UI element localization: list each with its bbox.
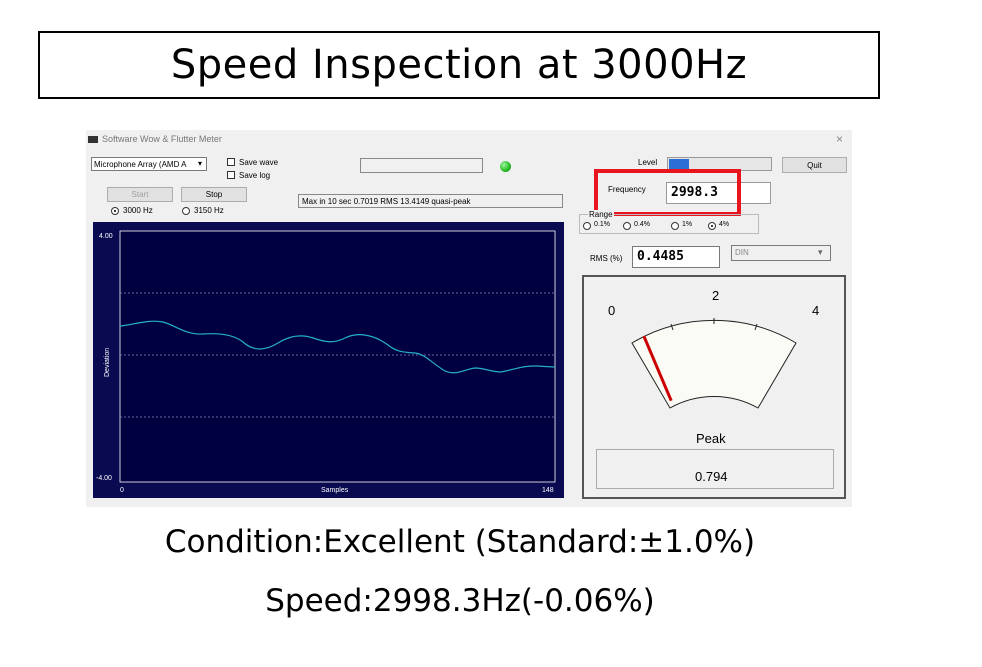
y-axis-label: Deviation (104, 348, 111, 377)
frequency-display: 2998.3 (666, 182, 771, 204)
range-0.1-label: 0.1% (594, 221, 610, 228)
x-min-label: 0 (120, 487, 124, 494)
status-indicator-icon (500, 161, 511, 172)
chevron-down-icon: ▾ (198, 159, 203, 168)
condition-caption: Condition:Excellent (Standard:±1.0%) (164, 524, 756, 560)
chevron-down-icon: ▾ (818, 247, 823, 257)
frequency-value: 2998.3 (671, 185, 718, 200)
stop-button[interactable]: Stop (181, 187, 247, 202)
deviation-graph: 4.00 -4.00 0 148 Samples Deviation (93, 222, 564, 498)
freq-3000-radio[interactable] (111, 207, 119, 215)
rms-value: 0.4485 (637, 249, 684, 264)
plot-area (119, 230, 556, 483)
status-message-field: Max in 10 sec 0.7019 RMS 13.4149 quasi-p… (298, 194, 563, 208)
range-group (579, 214, 759, 234)
rms-label: RMS (%) (590, 254, 623, 263)
peak-value: 0.794 (695, 469, 728, 484)
weighting-select-value: DIN (735, 248, 749, 257)
deviation-trace (119, 320, 556, 374)
window-titlebar: Software Wow & Flutter Meter × (86, 130, 852, 150)
range-1-radio[interactable] (671, 222, 679, 230)
x-axis-label: Samples (321, 487, 349, 494)
frequency-highlight (594, 169, 741, 216)
meter-dial (631, 319, 797, 409)
progress-field (360, 158, 483, 173)
analog-meter: 0 2 4 Peak 0.794 (582, 275, 846, 499)
app-icon (88, 136, 98, 143)
meter-tick (754, 323, 758, 331)
device-select-value: Microphone Array (AMD A (94, 160, 187, 169)
status-message: Max in 10 sec 0.7019 RMS 13.4149 quasi-p… (302, 197, 471, 206)
slide-title: Speed Inspection at 3000Hz (38, 31, 880, 99)
range-4-label: 4% (719, 221, 730, 228)
save-log-label: Save log (239, 171, 271, 180)
start-button[interactable]: Start (107, 187, 173, 202)
range-0.4-radio[interactable] (623, 222, 631, 230)
speed-caption: Speed:2998.3Hz(-0.06%) (265, 583, 655, 619)
peak-label: Peak (696, 431, 726, 446)
range-0.1-radio[interactable] (583, 222, 591, 230)
range-label: Range (588, 210, 614, 219)
quit-button[interactable]: Quit (782, 157, 847, 173)
freq-3150-label: 3150 Hz (194, 206, 224, 215)
frequency-label: Frequency (608, 185, 646, 194)
device-select[interactable]: Microphone Array (AMD A ▾ (91, 157, 207, 171)
range-0.4-label: 0.4% (634, 221, 650, 228)
freq-3000-label: 3000 Hz (123, 206, 153, 215)
close-icon[interactable]: × (836, 132, 844, 146)
range-4-radio[interactable] (708, 222, 716, 230)
meter-tick (670, 323, 674, 331)
rms-display: 0.4485 (632, 246, 720, 268)
scale-label-4: 4 (812, 303, 820, 318)
x-max-label: 148 (542, 487, 554, 494)
y-max-label: 4.00 (99, 233, 113, 240)
peak-value-box: 0.794 (596, 449, 834, 489)
save-log-checkbox[interactable] (227, 171, 235, 179)
y-min-label: -4.00 (96, 475, 112, 482)
scale-label-2: 2 (712, 288, 720, 303)
level-meter-fill (669, 159, 689, 169)
meter-needle (642, 335, 673, 402)
scale-label-0: 0 (608, 303, 616, 318)
range-1-label: 1% (682, 221, 693, 228)
save-wave-label: Save wave (239, 158, 279, 167)
freq-3150-radio[interactable] (182, 207, 190, 215)
level-label: Level (638, 158, 658, 167)
weighting-select[interactable]: DIN ▾ (731, 245, 831, 261)
save-wave-checkbox[interactable] (227, 158, 235, 166)
wow-flutter-window: Software Wow & Flutter Meter × Microphon… (86, 130, 852, 507)
window-title: Software Wow & Flutter Meter (102, 134, 222, 144)
